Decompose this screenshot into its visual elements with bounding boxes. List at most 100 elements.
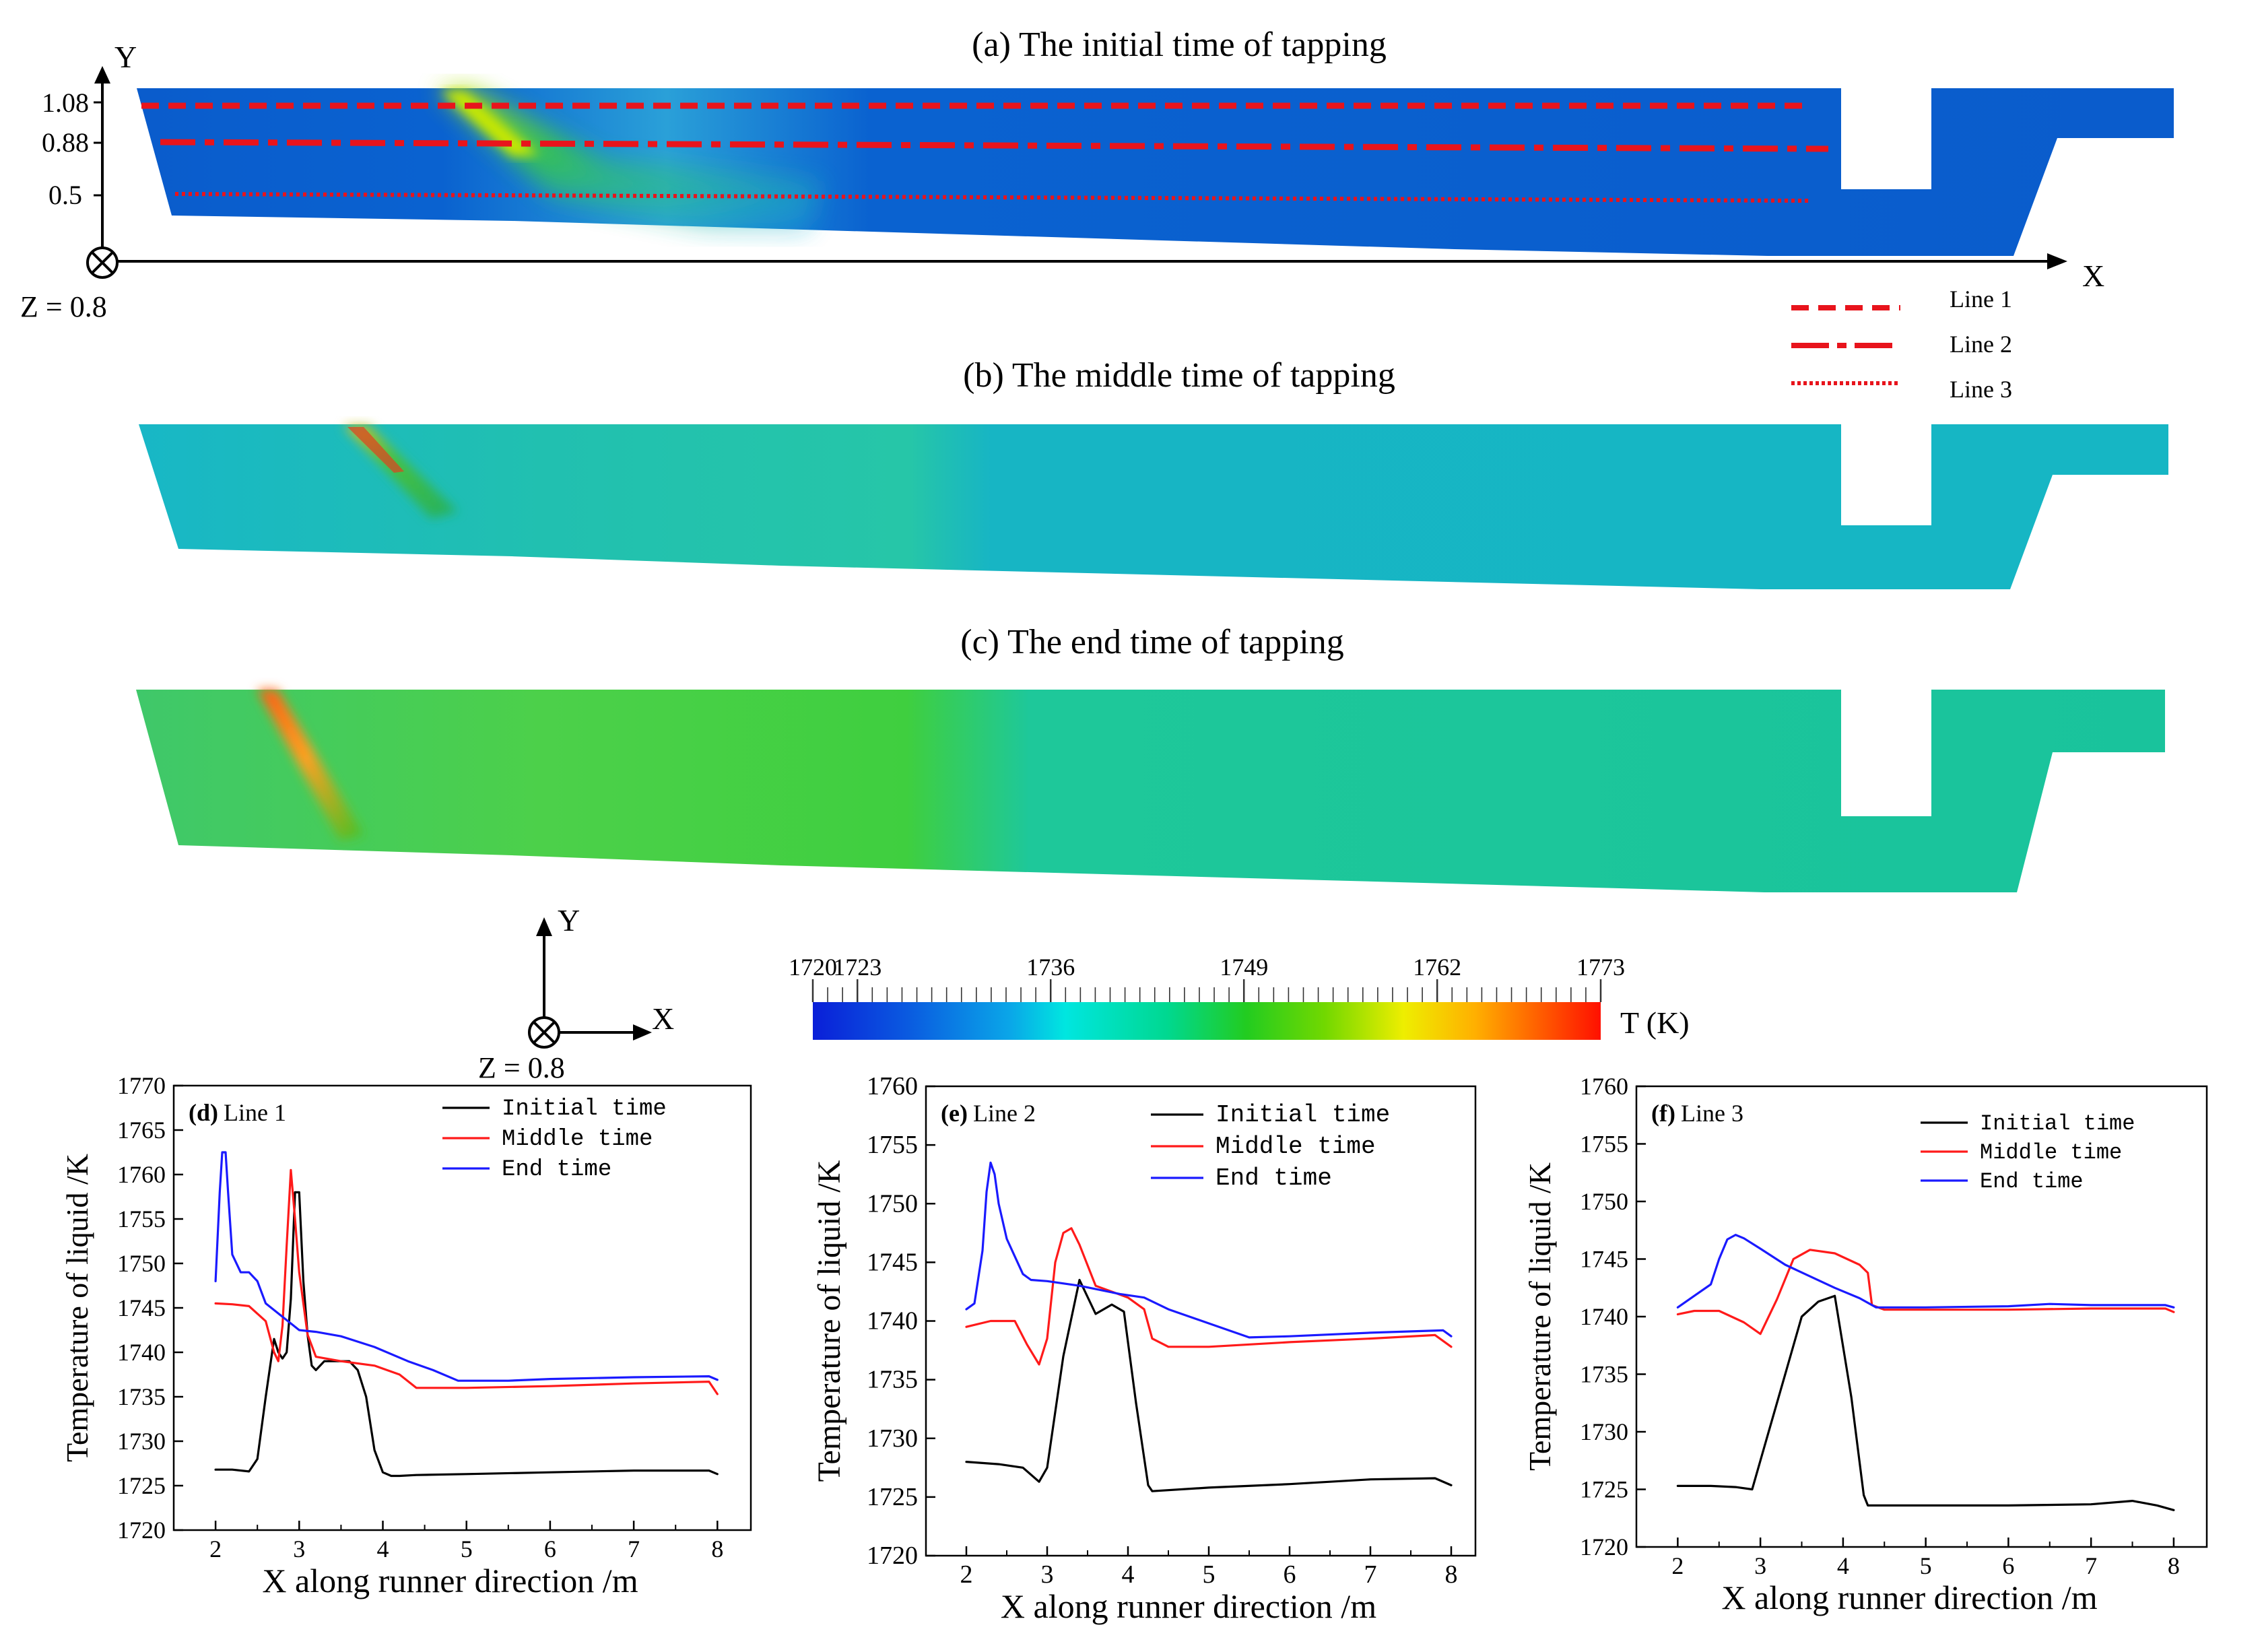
- temperature-field-middle: [139, 424, 2168, 589]
- x-axis-label: X along runner direction /m: [1001, 1587, 1376, 1625]
- x-tick-label: 3: [1754, 1552, 1766, 1579]
- y-tick-label: 1770: [117, 1072, 166, 1099]
- y-tick-label: 1750: [867, 1189, 918, 1218]
- y-tick-label: 1760: [1580, 1073, 1628, 1100]
- x-tick-label: 7: [628, 1535, 640, 1562]
- y-tick-label: 1750: [1580, 1188, 1628, 1215]
- x-tick-label: 5: [1920, 1552, 1932, 1579]
- panel-label: (f) Line 3: [1651, 1100, 1743, 1127]
- y-tick-label: 1725: [1580, 1476, 1628, 1503]
- y-tick-label: 1735: [117, 1383, 166, 1410]
- x-tick-label: 7: [2085, 1552, 2097, 1579]
- legend-label: Initial time: [1216, 1101, 1390, 1129]
- x-tick-label: 4: [1122, 1560, 1135, 1589]
- x-axis-label: X along runner direction /m: [262, 1562, 638, 1599]
- legend-label: Initial time: [502, 1096, 667, 1122]
- y-axis-label: Temperature of liquid /K: [60, 1154, 94, 1462]
- plot-line-1: 2 3 4 5 6 7 8 1720 1725 1730 1735 1740 1745 1750 1755 1…: [60, 1072, 752, 1599]
- y-axis-label: Temperature of liquid /K: [811, 1160, 847, 1482]
- x-tick-label: 8: [1445, 1560, 1458, 1589]
- colorbar-unit-label: T (K): [1620, 1005, 1690, 1040]
- y-tick-label: 1745: [117, 1294, 166, 1321]
- x-tick-label: 4: [377, 1535, 389, 1562]
- x-tick-label: 6: [544, 1535, 556, 1562]
- x-tick-label: 8: [2168, 1552, 2180, 1579]
- legend-label: Middle time: [1216, 1133, 1376, 1160]
- y-tick-label: 1760: [867, 1072, 918, 1100]
- panel-letter: (f): [1651, 1100, 1675, 1127]
- y-tick-label: 1725: [867, 1483, 918, 1511]
- temperature-field-end: [136, 690, 2165, 892]
- series-line-end-time: [965, 1161, 1453, 1339]
- colorbar-tick-label: 1762: [1413, 954, 1461, 981]
- top-axis-z-label: Z = 0.8: [20, 290, 107, 323]
- legend-line-1: Line 1: [1950, 286, 2012, 312]
- colorbar-tick-label: 1736: [1026, 954, 1075, 981]
- series-line-end-time: [1676, 1233, 2175, 1309]
- bottom-axis-y-letter: Y: [558, 903, 580, 937]
- y-tick-label: 1765: [117, 1117, 166, 1144]
- x-tick-label: 7: [1364, 1560, 1377, 1589]
- legend-label: End time: [502, 1157, 611, 1183]
- legend-line-3: Line 3: [1950, 376, 2012, 403]
- top-axis-y-tick-2: 0.88: [42, 127, 89, 158]
- legend-label: Initial time: [1980, 1111, 2135, 1136]
- series-line-initial-time: [1676, 1294, 2175, 1511]
- bottom-axis-z-label: Z = 0.8: [478, 1051, 565, 1084]
- x-tick-label: 6: [2002, 1552, 2014, 1579]
- bottom-axes: [528, 917, 652, 1049]
- panel-label: (d) Line 1: [189, 1099, 286, 1126]
- y-tick-label: 1720: [867, 1542, 918, 1570]
- legend-label: End time: [1980, 1169, 2084, 1194]
- panel-letter: (d): [189, 1099, 218, 1126]
- x-tick-label: 3: [1041, 1560, 1054, 1589]
- series-line-middle-time: [214, 1168, 719, 1395]
- panel-letter: (e): [941, 1100, 968, 1127]
- y-tick-label: 1745: [1580, 1246, 1628, 1273]
- y-tick-label: 1730: [867, 1424, 918, 1453]
- y-tick-label: 1755: [867, 1131, 918, 1159]
- y-tick-label: 1730: [1580, 1418, 1628, 1445]
- legend-line-2: Line 2: [1950, 331, 2012, 358]
- y-tick-label: 1730: [117, 1428, 166, 1455]
- top-axis-y-tick-1: 1.08: [42, 88, 89, 118]
- colorbar: [813, 1002, 1601, 1040]
- line-2-marker: [160, 139, 1829, 152]
- line-3-marker: [174, 192, 1809, 203]
- y-tick-label: 1755: [1580, 1131, 1628, 1158]
- x-tick-label: 6: [1284, 1560, 1296, 1589]
- y-tick-label: 1725: [117, 1472, 166, 1499]
- y-tick-label: 1720: [1580, 1533, 1628, 1560]
- colorbar-tick-label: 1749: [1220, 954, 1268, 981]
- line-legend: [1791, 305, 1900, 385]
- x-tick-label: 5: [461, 1535, 473, 1562]
- y-tick-label: 1735: [867, 1366, 918, 1394]
- x-tick-label: 3: [293, 1535, 305, 1562]
- top-axis-x-letter: X: [2082, 259, 2104, 293]
- x-tick-label: 4: [1837, 1552, 1849, 1579]
- x-tick-label: 5: [1203, 1560, 1216, 1589]
- x-tick-label: 2: [960, 1560, 973, 1589]
- plot-frame: [172, 1084, 752, 1531]
- x-axis-label: X along runner direction /m: [1721, 1579, 2097, 1616]
- plot-line-3: 2 3 4 5 6 7 8 1720 1725 1730 1735 1740 1745 1750 1755 1…: [1523, 1073, 2208, 1616]
- colorbar-tick-label: 1723: [833, 954, 881, 981]
- panel-name: Line 2: [973, 1100, 1036, 1127]
- temperature-field-initial: [137, 88, 2174, 256]
- y-tick-label: 1740: [1580, 1303, 1628, 1330]
- legend-label: Middle time: [1980, 1140, 2122, 1165]
- top-axis-y-letter: Y: [114, 40, 137, 74]
- panel-label: (e) Line 2: [941, 1100, 1036, 1127]
- panel-c-title: (c) The end time of tapping: [960, 623, 1343, 661]
- y-tick-label: 1740: [867, 1307, 918, 1335]
- x-tick-label: 8: [711, 1535, 723, 1562]
- legend-label: End time: [1216, 1164, 1332, 1192]
- series-line-initial-time: [214, 1191, 719, 1478]
- y-tick-label: 1750: [117, 1250, 166, 1277]
- y-tick-label: 1740: [117, 1339, 166, 1366]
- panel-name: Line 1: [224, 1099, 286, 1126]
- panel-b-title: (b) The middle time of tapping: [963, 356, 1395, 395]
- y-tick-label: 1745: [867, 1248, 918, 1276]
